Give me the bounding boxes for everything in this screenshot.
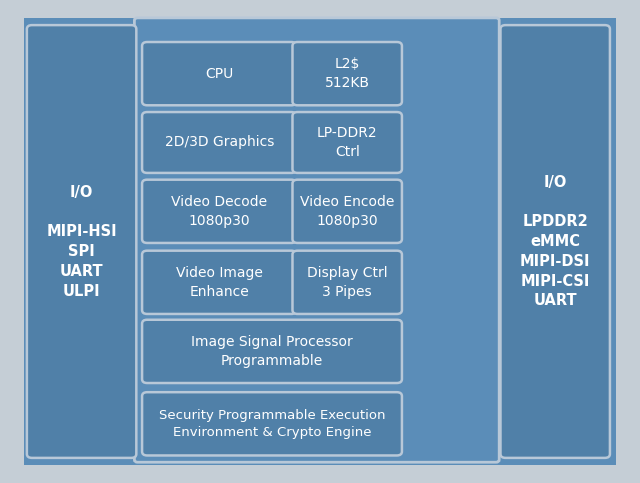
FancyBboxPatch shape bbox=[142, 392, 402, 455]
Text: LP-DDR2
Ctrl: LP-DDR2 Ctrl bbox=[317, 126, 378, 159]
FancyBboxPatch shape bbox=[500, 25, 610, 458]
Text: Image Signal Processor
Programmable: Image Signal Processor Programmable bbox=[191, 335, 353, 368]
FancyBboxPatch shape bbox=[142, 112, 296, 173]
Text: I/O

LPDDR2
eMMC
MIPI-DSI
MIPI-CSI
UART: I/O LPDDR2 eMMC MIPI-DSI MIPI-CSI UART bbox=[520, 174, 591, 309]
Text: CPU: CPU bbox=[205, 67, 234, 81]
FancyBboxPatch shape bbox=[142, 320, 402, 383]
Text: L2$
512KB: L2$ 512KB bbox=[324, 57, 370, 90]
Text: 2D/3D Graphics: 2D/3D Graphics bbox=[164, 136, 274, 149]
FancyBboxPatch shape bbox=[142, 42, 296, 105]
FancyBboxPatch shape bbox=[134, 18, 499, 462]
FancyBboxPatch shape bbox=[292, 42, 402, 105]
Text: Video Image
Enhance: Video Image Enhance bbox=[176, 266, 262, 298]
Text: Video Decode
1080p30: Video Decode 1080p30 bbox=[171, 195, 268, 227]
FancyBboxPatch shape bbox=[292, 112, 402, 173]
FancyBboxPatch shape bbox=[292, 180, 402, 243]
FancyBboxPatch shape bbox=[142, 180, 296, 243]
Text: I/O

MIPI-HSI
SPI
UART
ULPI: I/O MIPI-HSI SPI UART ULPI bbox=[46, 185, 117, 298]
FancyBboxPatch shape bbox=[292, 251, 402, 314]
Text: Video Encode
1080p30: Video Encode 1080p30 bbox=[300, 195, 394, 227]
Text: Display Ctrl
3 Pipes: Display Ctrl 3 Pipes bbox=[307, 266, 387, 298]
FancyBboxPatch shape bbox=[27, 25, 136, 458]
FancyBboxPatch shape bbox=[142, 251, 296, 314]
Text: Security Programmable Execution
Environment & Crypto Engine: Security Programmable Execution Environm… bbox=[159, 409, 385, 439]
